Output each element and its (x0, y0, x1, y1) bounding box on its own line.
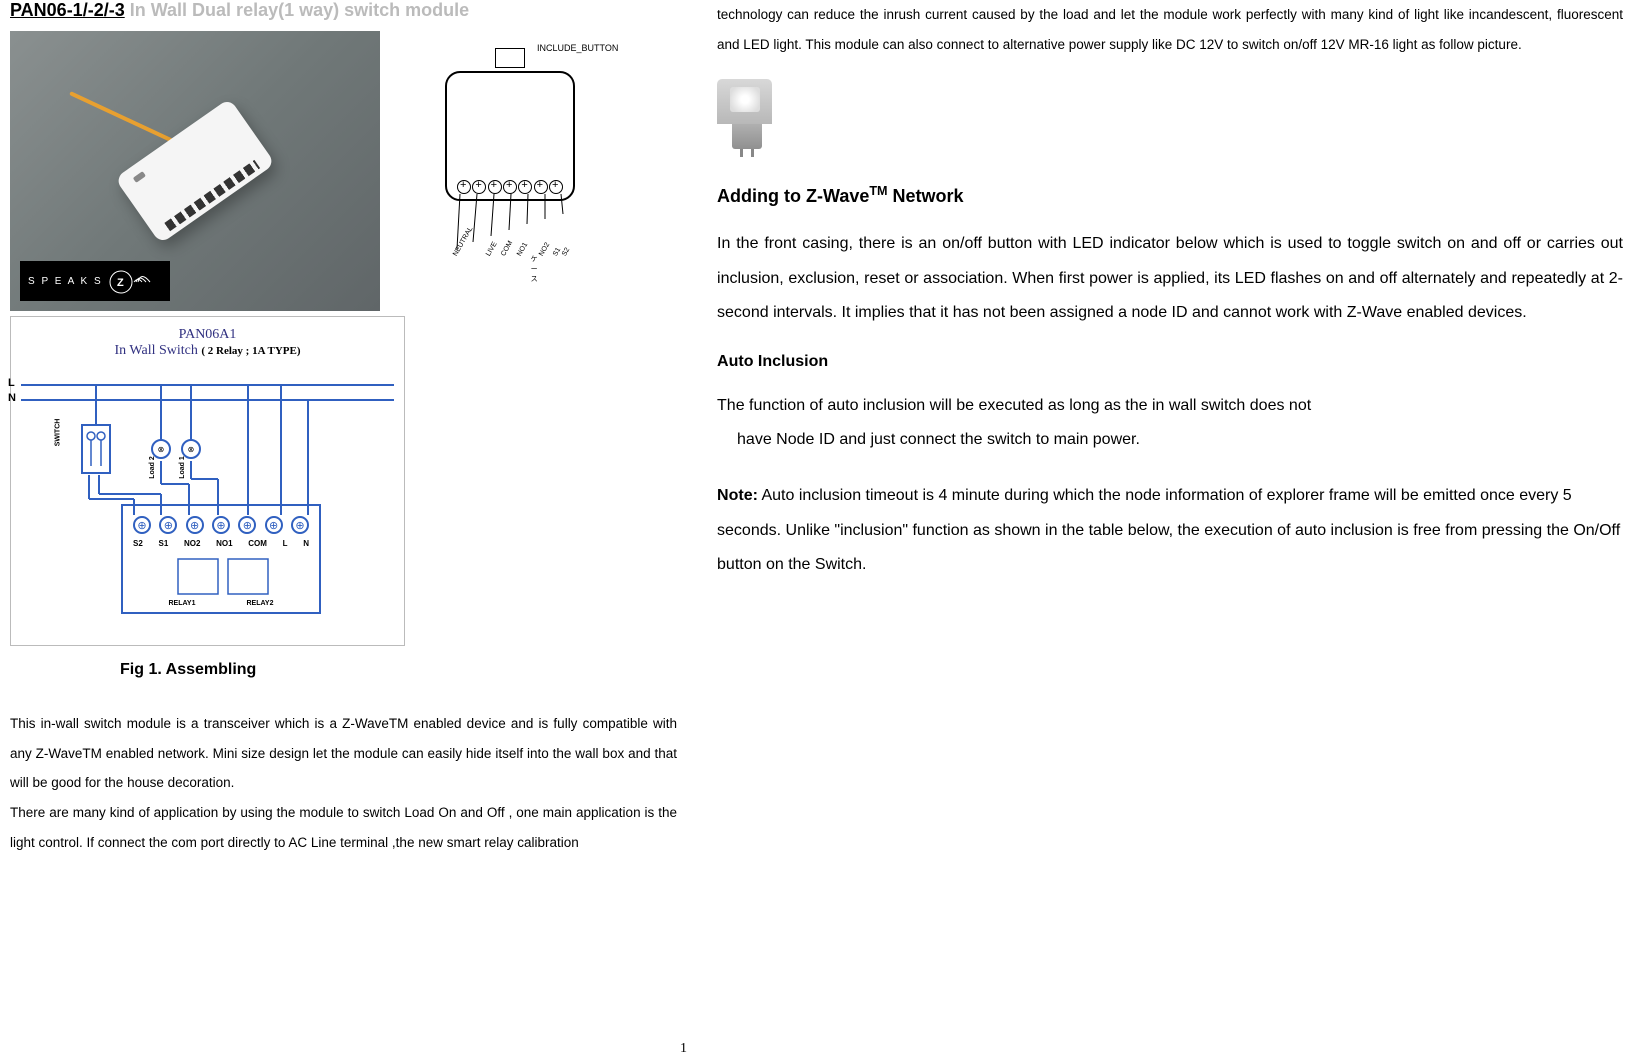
relay-label: S1 (158, 539, 168, 548)
schematic-figure: PAN06A1 In Wall Switch ( 2 Relay ; 1A TY… (10, 316, 405, 646)
wiring-module-outline: INCLUDE_BUTTON (445, 71, 575, 201)
wiring-include-button (495, 48, 525, 68)
bulb-top (717, 79, 772, 124)
bulb-pins (717, 149, 777, 157)
relay-labels: S2 S1 NO2 NO1 COM L N (133, 539, 309, 548)
load2-label: Load 2 (149, 456, 156, 479)
heading-tm: TM (869, 184, 887, 198)
right-note: Note: Auto inclusion timeout is 4 minute… (717, 479, 1623, 582)
wiring-diagram: INCLUDE_BUTTON (410, 31, 610, 281)
switch-label: SWITCH (54, 419, 61, 447)
relay-label: NO2 (184, 539, 200, 548)
title-row: PAN06-1/-2/-3 In Wall Dual relay(1 way) … (10, 0, 677, 21)
right-para1: technology can reduce the inrush current… (717, 0, 1623, 59)
zwave-badge: S P E A K S Z (20, 261, 170, 301)
note-body: Auto inclusion timeout is 4 minute durin… (717, 487, 1620, 573)
terminal-icon (549, 180, 563, 194)
auto-inclusion-heading: Auto Inclusion (717, 353, 1623, 371)
terminal-icon (518, 180, 532, 194)
relay-terminal-icon: ⊕ (186, 516, 204, 534)
relay-terminal-icon: ⊕ (133, 516, 151, 534)
mr16-bulb-illustration (717, 79, 777, 154)
fig1-caption: Fig 1. Assembling (120, 661, 677, 679)
bulb-bottom (732, 124, 762, 149)
heading-pre: Adding to Z-Wave (717, 186, 869, 206)
relay-label: NO1 (216, 539, 232, 548)
relay-label: N (303, 539, 309, 548)
terminal-icon (534, 180, 548, 194)
relay-label: L (283, 539, 288, 548)
svg-text:Z: Z (117, 277, 126, 289)
product-photo: S P E A K S Z (10, 31, 380, 311)
right-para3b: have Node ID and just connect the switch… (717, 423, 1623, 457)
left-para2: There are many kind of application by us… (10, 798, 677, 857)
relay-terminals: ⊕ ⊕ ⊕ ⊕ ⊕ ⊕ ⊕ (133, 516, 309, 534)
terminal-labels: NEUTRAL LIVE COM NO1 ケース NO2 S1 S2 (452, 254, 568, 284)
schematic-subtitle-sub: ( 2 Relay ; 1A TYPE) (201, 345, 300, 357)
device-box-illustration (115, 98, 276, 244)
wiring-include-button-label: INCLUDE_BUTTON (537, 43, 618, 53)
line-l (21, 384, 394, 386)
relay-label: S2 (133, 539, 143, 548)
right-para2: In the front casing, there is an on/off … (717, 227, 1623, 330)
switch-box (81, 424, 111, 474)
device-button-illustration (133, 171, 146, 183)
relay-footer-label: RELAY2 (247, 600, 274, 607)
schematic-subtitle-main: In Wall Switch (115, 343, 198, 358)
device-terminals-illustration (164, 160, 260, 231)
relay-terminal-icon: ⊕ (265, 516, 283, 534)
pin (751, 149, 754, 157)
terminal-icon (488, 180, 502, 194)
right-column: technology can reduce the inrush current… (707, 0, 1623, 857)
note-label: Note: (717, 487, 758, 504)
heading-post: Network (888, 186, 964, 206)
relay-terminal-icon: ⊕ (291, 516, 309, 534)
line-n (21, 399, 394, 401)
relay-terminal-icon: ⊕ (212, 516, 230, 534)
relay-footer-label: RELAY1 (169, 600, 196, 607)
load1-label: Load 1 (179, 456, 186, 479)
schematic-subtitle: In Wall Switch ( 2 Relay ; 1A TYPE) (21, 343, 394, 359)
relay-terminal-icon: ⊕ (159, 516, 177, 534)
relay-label: COM (248, 539, 267, 548)
schematic-body: L N SWITCH ⊗ ⊗ Load 2 Load 1 (21, 369, 394, 629)
bulb-led (730, 87, 760, 112)
line-l-label: L (8, 377, 15, 389)
relay-footer: RELAY1 RELAY2 (143, 600, 299, 607)
wiring-terminals (457, 180, 563, 194)
terminal-icon (472, 180, 486, 194)
right-para3a: The function of auto inclusion will be e… (717, 389, 1623, 423)
terminal-icon (457, 180, 471, 194)
relay-box: ⊕ ⊕ ⊕ ⊕ ⊕ ⊕ ⊕ S2 S1 NO2 NO1 COM L (121, 504, 321, 614)
terminal-icon (503, 180, 517, 194)
adding-heading: Adding to Z-WaveTM Network (717, 184, 1623, 207)
pin (740, 149, 743, 157)
page-container: PAN06-1/-2/-3 In Wall Dual relay(1 way) … (0, 0, 1633, 857)
page-number: 1 (680, 1041, 687, 1057)
switch-icon (83, 426, 109, 472)
images-row: S P E A K S Z INCLUDE_BUTTON (10, 31, 677, 311)
zwave-logo-icon: Z (108, 269, 158, 294)
left-column: PAN06-1/-2/-3 In Wall Dual relay(1 way) … (10, 0, 707, 857)
relay-terminal-icon: ⊕ (238, 516, 256, 534)
line-n-label: N (8, 392, 16, 404)
zwave-badge-text: S P E A K S (28, 276, 103, 287)
model-code: PAN06-1/-2/-3 (10, 0, 125, 21)
model-subtitle: In Wall Dual relay(1 way) switch module (130, 0, 469, 21)
schematic-title: PAN06A1 (21, 327, 394, 343)
left-para1: This in-wall switch module is a transcei… (10, 709, 677, 798)
